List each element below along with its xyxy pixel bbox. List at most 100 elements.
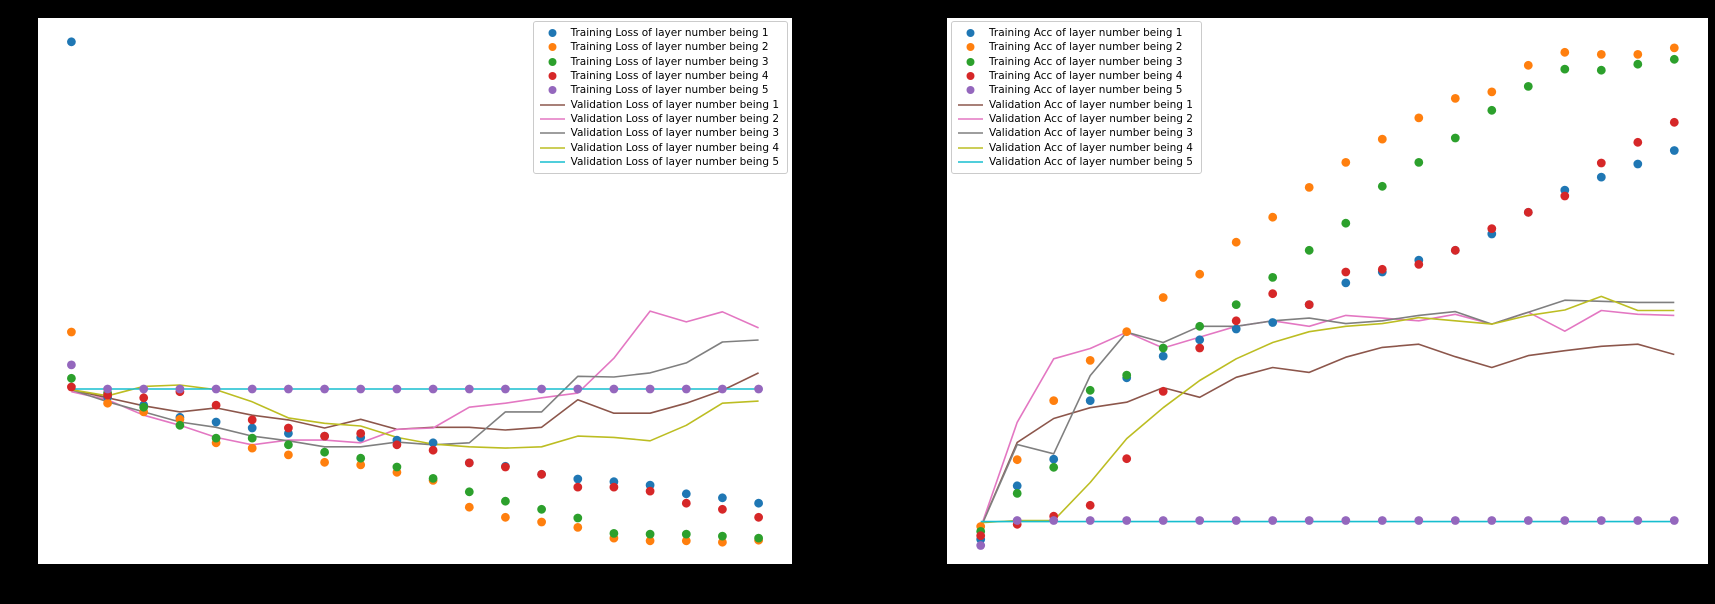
- series-training-acc-of-layer-number-being-4: [976, 117, 1679, 541]
- data-point: [211, 433, 221, 443]
- data-point: [1450, 133, 1460, 143]
- data-point: [1231, 300, 1241, 309]
- data-point: [976, 531, 986, 541]
- data-point: [1560, 47, 1570, 57]
- data-point: [1122, 516, 1132, 525]
- data-point: [1158, 293, 1168, 302]
- legend-dot-marker-icon: [539, 57, 566, 67]
- legend-line-marker-icon: [539, 100, 566, 110]
- data-point: [1341, 516, 1351, 525]
- data-point: [1414, 516, 1424, 525]
- data-point: [67, 373, 76, 383]
- data-point: [1414, 260, 1424, 269]
- legend-line-marker-icon: [957, 100, 984, 110]
- data-point: [1195, 516, 1205, 525]
- data-point: [1122, 454, 1132, 464]
- data-point: [718, 531, 727, 541]
- data-point: [67, 360, 76, 370]
- data-point: [1195, 335, 1205, 345]
- line-path: [979, 343, 1675, 528]
- legend-label: Training Loss of layer number being 5: [570, 84, 769, 97]
- data-point: [681, 536, 691, 546]
- legend-line-marker-icon: [957, 157, 984, 167]
- data-point: [428, 384, 438, 394]
- legend-line-marker-icon: [957, 143, 984, 153]
- data-point: [537, 469, 546, 479]
- series-validation-acc-of-layer-number-being-1: [979, 343, 1675, 528]
- data-point: [1487, 105, 1497, 115]
- data-point: [211, 417, 221, 427]
- data-point: [1231, 324, 1241, 334]
- data-point: [976, 541, 986, 550]
- series-validation-loss-of-layer-number-being-4: [71, 384, 759, 449]
- data-point: [1085, 516, 1095, 525]
- series-training-acc-of-layer-number-being-5: [976, 516, 1679, 550]
- data-point: [609, 384, 619, 394]
- legend-item: Validation Acc of layer number being 2: [957, 112, 1193, 126]
- legend-label: Validation Loss of layer number being 5: [570, 155, 779, 168]
- data-point: [320, 447, 329, 457]
- data-point: [1012, 489, 1022, 498]
- data-point: [103, 398, 112, 408]
- legend-label: Validation Acc of layer number being 5: [989, 155, 1193, 168]
- legend-label: Validation Loss of layer number being 2: [570, 112, 779, 125]
- data-point: [1450, 245, 1460, 255]
- series-training-loss-of-layer-number-being-5: [67, 360, 763, 394]
- legend-dot-marker-icon: [957, 71, 984, 81]
- data-point: [1596, 158, 1606, 168]
- data-point: [754, 533, 763, 543]
- loss-chart: Training Loss of layer number being 1 Tra…: [37, 17, 793, 565]
- line-path: [71, 384, 759, 449]
- data-point: [211, 400, 221, 410]
- legend-item: Training Loss of layer number being 5: [539, 83, 779, 97]
- data-point: [1341, 158, 1351, 167]
- legend-item: Validation Acc of layer number being 1: [957, 97, 1193, 111]
- data-point: [645, 486, 655, 496]
- data-point: [67, 327, 76, 337]
- data-point: [1268, 318, 1278, 327]
- legend-label: Validation Acc of layer number being 2: [989, 112, 1193, 125]
- data-point: [718, 537, 727, 547]
- data-point: [681, 384, 691, 394]
- data-point: [1669, 117, 1679, 127]
- data-point: [1633, 59, 1643, 69]
- series-training-loss-of-layer-number-being-3: [67, 373, 763, 543]
- data-point: [1049, 454, 1059, 464]
- legend-item: Training Acc of layer number being 4: [957, 69, 1193, 83]
- data-point: [392, 462, 402, 472]
- data-point: [1231, 316, 1241, 326]
- legend-dot-marker-icon: [957, 85, 984, 95]
- data-point: [175, 384, 185, 394]
- data-point: [139, 393, 149, 403]
- data-point: [681, 489, 691, 499]
- data-point: [754, 384, 763, 394]
- data-point: [1669, 43, 1679, 53]
- data-point: [573, 523, 583, 532]
- data-point: [1377, 264, 1387, 274]
- data-point: [1195, 343, 1205, 353]
- legend-line-marker-icon: [539, 157, 566, 167]
- data-point: [754, 512, 763, 522]
- legend-line-marker-icon: [957, 128, 984, 138]
- data-point: [392, 440, 402, 450]
- data-point: [284, 440, 293, 450]
- data-point: [1450, 94, 1460, 103]
- data-point: [645, 536, 655, 546]
- data-point: [464, 384, 474, 394]
- legend-label: Training Loss of layer number being 2: [570, 41, 769, 54]
- data-point: [103, 390, 112, 400]
- legend-item: Training Loss of layer number being 4: [539, 69, 779, 83]
- series-validation-loss-of-layer-number-being-2: [71, 310, 759, 446]
- series-validation-loss-of-layer-number-being-3: [71, 339, 759, 448]
- data-point: [1523, 516, 1533, 525]
- data-point: [1596, 50, 1606, 59]
- data-point: [428, 474, 438, 483]
- data-point: [1487, 224, 1497, 234]
- legend-item: Validation Loss of layer number being 2: [539, 112, 779, 126]
- data-point: [501, 496, 510, 506]
- data-point: [1304, 516, 1314, 525]
- legend-label: Validation Loss of layer number being 1: [570, 98, 779, 111]
- data-point: [1523, 82, 1533, 91]
- data-point: [1012, 455, 1022, 465]
- data-point: [573, 474, 583, 484]
